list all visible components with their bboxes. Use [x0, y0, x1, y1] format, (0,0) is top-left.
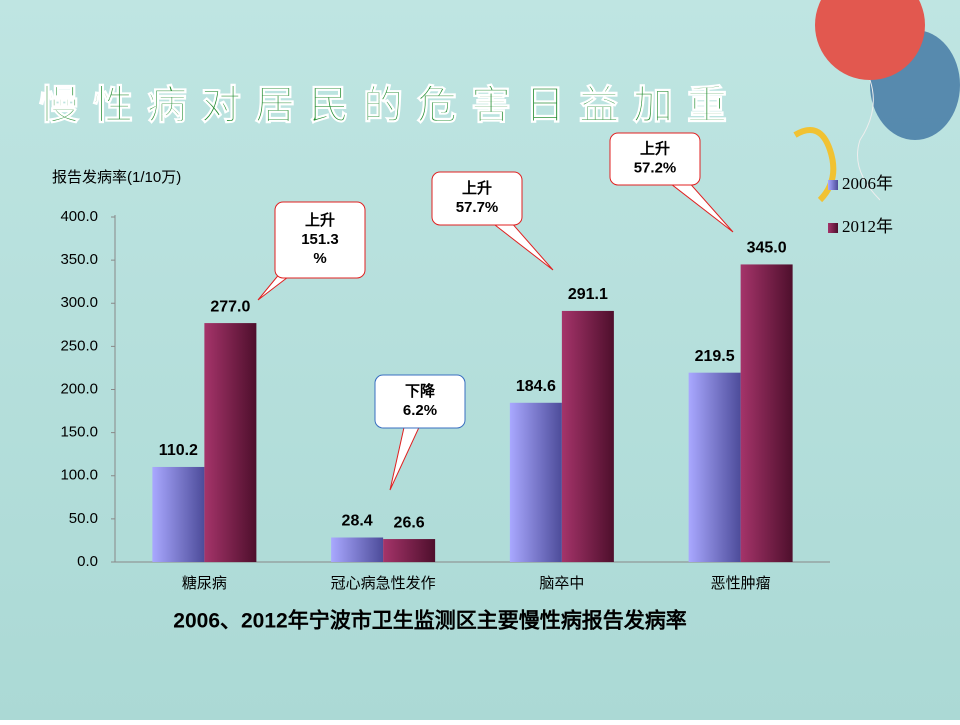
value-label: 277.0 — [210, 298, 250, 315]
y-tick-label: 300.0 — [60, 294, 98, 311]
y-tick-label: 150.0 — [60, 424, 98, 441]
y-tick-label: 350.0 — [60, 251, 98, 268]
y-axis-label: 报告发病率(1/10万) — [52, 169, 181, 186]
callout-box — [609, 132, 701, 186]
x-tick-label: 脑卒中 — [539, 575, 584, 592]
callout-text: % — [313, 250, 326, 267]
bar — [561, 310, 614, 562]
value-label: 219.5 — [695, 348, 735, 365]
x-tick-label: 糖尿病 — [182, 575, 227, 592]
value-label: 291.1 — [568, 286, 608, 303]
legend-label: 2012年 — [842, 217, 893, 236]
value-label: 345.0 — [747, 240, 787, 257]
y-tick-label: 50.0 — [69, 510, 98, 527]
slide-title: 慢性病对居民的危害日益加重 — [39, 84, 741, 128]
callout-text: 上升 — [640, 140, 670, 157]
value-label: 184.6 — [516, 378, 556, 395]
value-label: 26.6 — [394, 514, 425, 531]
bar — [740, 264, 793, 562]
legend-swatch — [828, 223, 838, 233]
callout-box — [374, 374, 466, 429]
callout-box — [274, 201, 366, 279]
bar — [509, 402, 562, 562]
x-tick-label: 恶性肿瘤 — [711, 575, 771, 592]
callout-box — [431, 171, 523, 226]
callout-text: 上升 — [462, 180, 492, 197]
balloons — [793, 0, 960, 203]
value-label: 28.4 — [342, 513, 373, 530]
callout-text: 6.2% — [403, 402, 437, 419]
y-tick-label: 250.0 — [60, 337, 98, 354]
bar — [204, 323, 257, 562]
value-label: 110.2 — [159, 442, 198, 459]
bar — [383, 539, 436, 562]
bar — [331, 537, 384, 562]
x-tick-label: 冠心病急性发作 — [331, 575, 436, 592]
y-tick-label: 200.0 — [60, 380, 98, 397]
legend-label: 2006年 — [842, 174, 893, 193]
bar — [152, 466, 205, 562]
chart-caption: 2006、2012年宁波市卫生监测区主要慢性病报告发病率 — [173, 609, 686, 633]
y-tick-label: 100.0 — [60, 467, 98, 484]
y-tick-label: 400.0 — [60, 208, 98, 225]
callout-text: 上升 — [305, 212, 335, 229]
bar — [688, 372, 741, 562]
callout-text: 下降 — [405, 382, 436, 400]
legend-swatch — [828, 180, 838, 190]
callout-text: 151.3 — [301, 231, 339, 248]
callout-text: 57.7% — [456, 199, 499, 216]
callout-text: 57.2% — [634, 159, 677, 176]
y-tick-label: 0.0 — [77, 553, 98, 570]
